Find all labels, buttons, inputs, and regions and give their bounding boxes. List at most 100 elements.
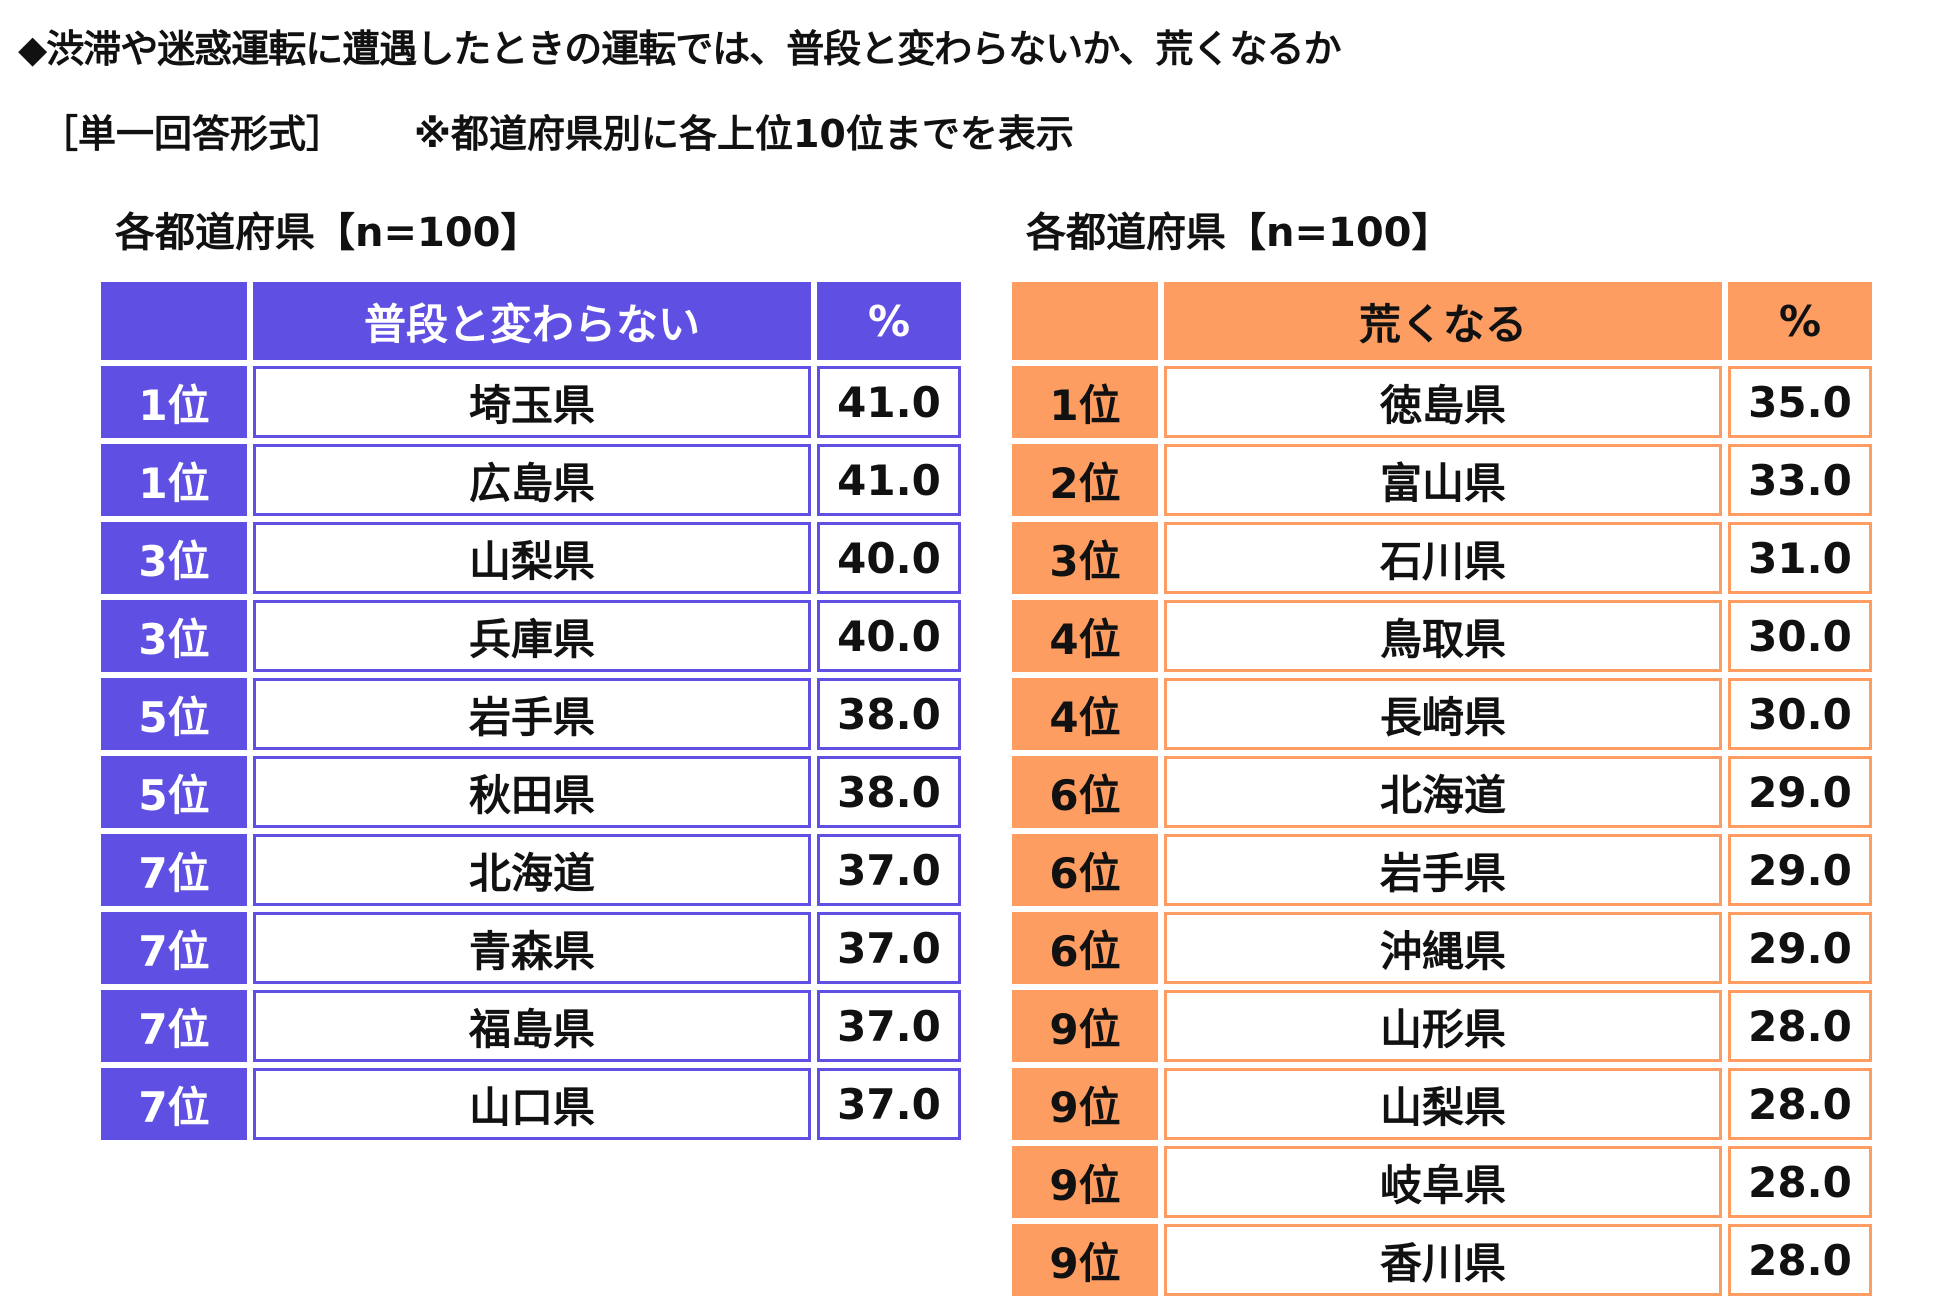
percent-cell: 37.0 [817, 990, 961, 1062]
table-row: 9位 山形県 28.0 [1012, 990, 1872, 1062]
table-row: 7位 福島県 37.0 [101, 990, 961, 1062]
prefecture-cell: 兵庫県 [253, 600, 811, 672]
percent-cell: 41.0 [817, 366, 961, 438]
percent-cell: 37.0 [817, 834, 961, 906]
table-row: 3位 兵庫県 40.0 [101, 600, 961, 672]
percent-cell: 37.0 [817, 1068, 961, 1140]
table-row: 6位 沖縄県 29.0 [1012, 912, 1872, 984]
table-row: 9位 香川県 28.0 [1012, 1224, 1872, 1296]
rank-cell: 1位 [1012, 366, 1158, 438]
rank-cell: 7位 [101, 834, 247, 906]
prefecture-cell: 山口県 [253, 1068, 811, 1140]
table-row: 9位 山梨県 28.0 [1012, 1068, 1872, 1140]
table-row: 3位 石川県 31.0 [1012, 522, 1872, 594]
prefecture-cell: 岩手県 [253, 678, 811, 750]
rank-cell: 9位 [1012, 990, 1158, 1062]
header-rank [1012, 282, 1158, 360]
table-header: 荒くなる % [1012, 282, 1872, 360]
percent-cell: 28.0 [1728, 990, 1872, 1062]
rank-cell: 6位 [1012, 756, 1158, 828]
percent-cell: 40.0 [817, 600, 961, 672]
prefecture-cell: 長崎県 [1164, 678, 1722, 750]
table-row: 7位 北海道 37.0 [101, 834, 961, 906]
rank-cell: 6位 [1012, 912, 1158, 984]
rank-cell: 1位 [101, 444, 247, 516]
table-row: 3位 山梨県 40.0 [101, 522, 961, 594]
table-row: 5位 岩手県 38.0 [101, 678, 961, 750]
rank-cell: 7位 [101, 912, 247, 984]
header-rank [101, 282, 247, 360]
header-name: 普段と変わらない [253, 282, 811, 360]
rank-cell: 2位 [1012, 444, 1158, 516]
percent-cell: 37.0 [817, 912, 961, 984]
percent-cell: 33.0 [1728, 444, 1872, 516]
table-row: 6位 岩手県 29.0 [1012, 834, 1872, 906]
percent-cell: 35.0 [1728, 366, 1872, 438]
table-row: 1位 徳島県 35.0 [1012, 366, 1872, 438]
rank-cell: 7位 [101, 1068, 247, 1140]
percent-cell: 38.0 [817, 678, 961, 750]
header-pct: % [1728, 282, 1872, 360]
prefecture-cell: 山形県 [1164, 990, 1722, 1062]
percent-cell: 30.0 [1728, 600, 1872, 672]
table-row: 4位 長崎県 30.0 [1012, 678, 1872, 750]
percent-cell: 30.0 [1728, 678, 1872, 750]
percent-cell: 31.0 [1728, 522, 1872, 594]
table-row: 6位 北海道 29.0 [1012, 756, 1872, 828]
prefecture-cell: 鳥取県 [1164, 600, 1722, 672]
ranking-table-rougher: 荒くなる % 1位 徳島県 35.0 2位 富山県 33.0 3位 石川県 31.0 4位 鳥取県 3… [1012, 282, 1872, 1302]
rank-cell: 7位 [101, 990, 247, 1062]
prefecture-cell: 広島県 [253, 444, 811, 516]
header-pct: % [817, 282, 961, 360]
prefecture-cell: 山梨県 [1164, 1068, 1722, 1140]
prefecture-cell: 北海道 [1164, 756, 1722, 828]
prefecture-cell: 岩手県 [1164, 834, 1722, 906]
percent-cell: 40.0 [817, 522, 961, 594]
rank-cell: 1位 [101, 366, 247, 438]
percent-cell: 29.0 [1728, 834, 1872, 906]
prefecture-cell: 埼玉県 [253, 366, 811, 438]
percent-cell: 28.0 [1728, 1146, 1872, 1218]
rank-cell: 4位 [1012, 600, 1158, 672]
prefecture-cell: 香川県 [1164, 1224, 1722, 1296]
percent-cell: 41.0 [817, 444, 961, 516]
rank-cell: 3位 [1012, 522, 1158, 594]
rank-cell: 3位 [101, 522, 247, 594]
rank-cell: 9位 [1012, 1224, 1158, 1296]
prefecture-cell: 富山県 [1164, 444, 1722, 516]
rank-cell: 6位 [1012, 834, 1158, 906]
prefecture-cell: 青森県 [253, 912, 811, 984]
rank-cell: 5位 [101, 678, 247, 750]
prefecture-cell: 福島県 [253, 990, 811, 1062]
prefecture-cell: 石川県 [1164, 522, 1722, 594]
subtitle: ［単一回答形式］ ※都道府県別に各上位10位までを表示 [40, 103, 1074, 158]
rank-cell: 9位 [1012, 1068, 1158, 1140]
prefecture-cell: 北海道 [253, 834, 811, 906]
ranking-table-unchanged: 普段と変わらない % 1位 埼玉県 41.0 1位 広島県 41.0 3位 山梨県 40.0 3位… [101, 282, 961, 1146]
left-section-title: 各都道府県【n=100】 [115, 210, 541, 256]
table-row: 1位 広島県 41.0 [101, 444, 961, 516]
rank-cell: 3位 [101, 600, 247, 672]
answer-format: ［単一回答形式］ [40, 112, 345, 156]
percent-cell: 38.0 [817, 756, 961, 828]
right-section-title: 各都道府県【n=100】 [1026, 210, 1452, 256]
prefecture-cell: 山梨県 [253, 522, 811, 594]
note: ※都道府県別に各上位10位までを表示 [414, 112, 1074, 156]
percent-cell: 28.0 [1728, 1068, 1872, 1140]
prefecture-cell: 岐阜県 [1164, 1146, 1722, 1218]
table-row: 4位 鳥取県 30.0 [1012, 600, 1872, 672]
table-header: 普段と変わらない % [101, 282, 961, 360]
header-name: 荒くなる [1164, 282, 1722, 360]
table-row: 7位 青森県 37.0 [101, 912, 961, 984]
rank-cell: 5位 [101, 756, 247, 828]
rank-cell: 4位 [1012, 678, 1158, 750]
prefecture-cell: 秋田県 [253, 756, 811, 828]
page-title: ◆渋滞や迷惑運転に遭遇したときの運転では、普段と変わらないか、荒くなるか [18, 27, 1341, 71]
table-row: 9位 岐阜県 28.0 [1012, 1146, 1872, 1218]
percent-cell: 29.0 [1728, 912, 1872, 984]
prefecture-cell: 徳島県 [1164, 366, 1722, 438]
table-row: 7位 山口県 37.0 [101, 1068, 961, 1140]
rank-cell: 9位 [1012, 1146, 1158, 1218]
prefecture-cell: 沖縄県 [1164, 912, 1722, 984]
table-row: 2位 富山県 33.0 [1012, 444, 1872, 516]
